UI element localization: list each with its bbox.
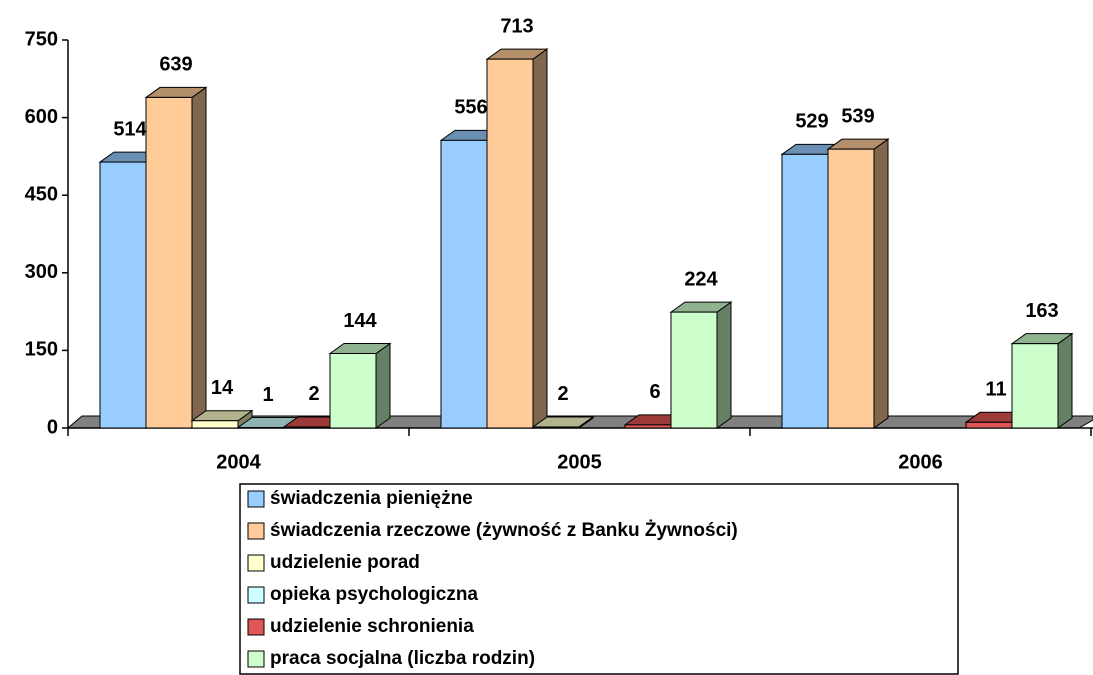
bar	[624, 424, 672, 429]
y-tick-label: 600	[25, 106, 58, 128]
bar	[827, 148, 875, 429]
bar	[99, 161, 147, 429]
bar	[1011, 343, 1059, 429]
y-tick-label: 450	[25, 183, 58, 205]
bar-side	[375, 342, 391, 429]
value-label: 2	[557, 383, 568, 405]
bar	[486, 58, 534, 429]
legend-label: praca socjalna (liczba rodzin)	[270, 648, 535, 669]
y-tick-label: 750	[25, 28, 58, 50]
bar	[670, 311, 718, 429]
bar-side	[1057, 332, 1073, 429]
y-tick-label: 300	[25, 261, 58, 283]
value-label: 713	[500, 15, 533, 37]
bar	[191, 420, 239, 429]
legend-swatch	[247, 650, 265, 668]
legend-swatch	[247, 554, 265, 572]
bar	[283, 426, 331, 429]
legend	[239, 483, 959, 675]
value-label: 514	[113, 118, 147, 140]
value-label: 6	[649, 381, 660, 403]
bar	[781, 153, 829, 429]
value-label: 529	[795, 111, 828, 133]
value-label: 1	[262, 384, 273, 406]
legend-swatch	[247, 586, 265, 604]
value-label: 14	[211, 377, 234, 399]
legend-label: udzielenie schronienia	[270, 616, 474, 637]
legend-label: udzielenie porad	[270, 552, 420, 573]
bar	[329, 353, 377, 429]
x-tick-label: 2004	[216, 451, 261, 473]
value-label: 556	[454, 97, 487, 119]
legend-swatch	[247, 618, 265, 636]
bar	[965, 421, 1013, 429]
bar	[145, 96, 193, 429]
value-label: 11	[985, 379, 1006, 401]
bar	[440, 139, 488, 429]
y-tick-label: 150	[25, 339, 58, 361]
y-tick-label: 0	[47, 416, 58, 438]
value-label: 224	[684, 268, 718, 290]
bar-side	[191, 86, 207, 429]
value-label: 2	[308, 383, 319, 405]
value-label: 144	[343, 310, 377, 332]
bar-side	[716, 301, 732, 429]
x-tick-label: 2006	[898, 451, 943, 473]
legend-label: świadczenia rzeczowe (żywność z Banku Ży…	[270, 520, 738, 541]
bar	[237, 426, 285, 429]
bar	[532, 426, 580, 429]
legend-swatch	[247, 490, 265, 508]
legend-label: opieka psychologiczna	[270, 584, 478, 605]
value-label: 539	[841, 105, 874, 127]
value-label: 639	[159, 54, 192, 76]
value-label: 163	[1025, 300, 1058, 322]
x-tick-label: 2005	[557, 451, 602, 473]
bar-side	[873, 138, 889, 429]
bar-side	[532, 48, 548, 429]
legend-swatch	[247, 522, 265, 540]
legend-label: świadczenia pieniężne	[270, 488, 473, 509]
